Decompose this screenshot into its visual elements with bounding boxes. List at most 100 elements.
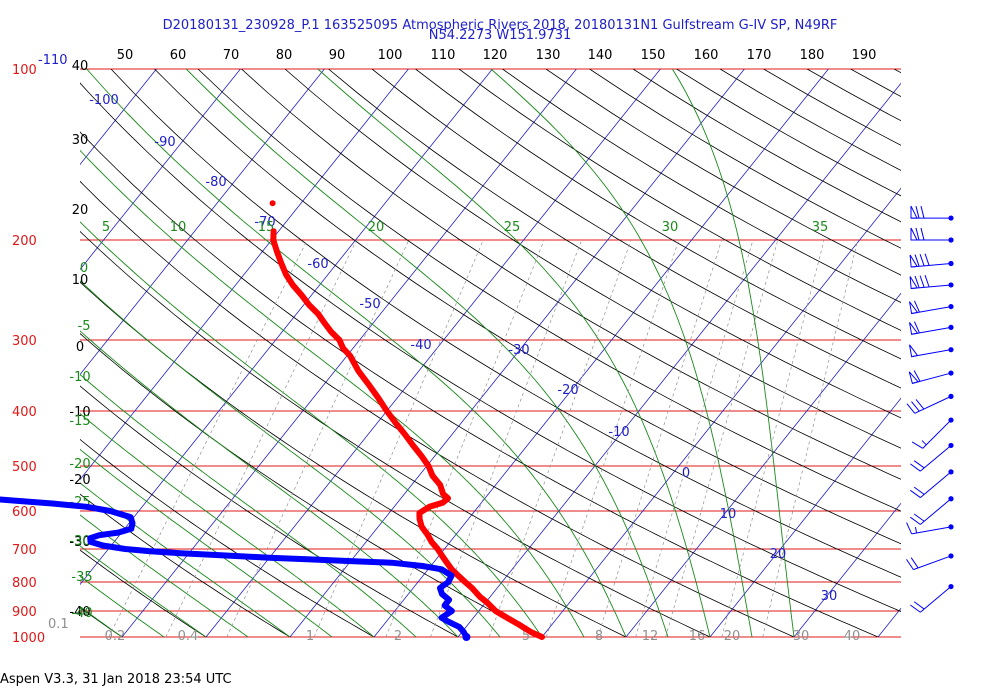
moist-adiabat-label: -15 <box>69 414 90 429</box>
mixing-ratio-line <box>721 239 825 637</box>
wind-barb-full <box>910 489 921 498</box>
wind-barb-staff <box>911 284 952 289</box>
chart-title: D20180131_230928_P.1 163525095 Atmospher… <box>163 18 838 33</box>
mixing-ratio-label: 1 <box>306 629 314 644</box>
moist-adiabat-line <box>80 280 501 637</box>
mixing-ratio-line <box>108 239 308 637</box>
dry-adiabat-line <box>241 69 901 480</box>
wind-barb-staff <box>911 306 952 315</box>
moist-adiabat-line <box>80 514 249 637</box>
pressure-label: 300 <box>12 334 37 349</box>
top-axis-label: 140 <box>588 48 613 63</box>
wind-barb <box>909 253 954 268</box>
top-axis-label: 80 <box>276 48 293 63</box>
pressure-label: 500 <box>12 460 37 475</box>
moist-adiabat-label: 30 <box>662 220 679 235</box>
top-axis-label: 50 <box>117 48 134 63</box>
moist-adiabat-line <box>80 221 543 637</box>
wind-barb-station <box>948 553 954 559</box>
wind-barb-full <box>910 604 921 613</box>
moist-adiabat-lines <box>80 69 795 637</box>
wind-barb-half <box>921 440 927 446</box>
wind-barb-full <box>913 486 925 495</box>
mixing-ratio-line <box>165 239 357 637</box>
top-axis-label: 70 <box>223 48 240 63</box>
moist-adiabat-line <box>86 69 627 637</box>
isotherm-line <box>373 69 829 637</box>
wind-barb-station <box>948 370 954 376</box>
footer-software: Aspen V3.3, 31 Jan 2018 23:54 UTC <box>0 672 232 687</box>
moist-adiabat-label: 5 <box>102 220 110 235</box>
wind-barb-staff <box>911 526 952 535</box>
moist-adiabat-line <box>80 448 333 637</box>
wind-barb-staff <box>922 419 952 449</box>
wind-barb-station <box>948 347 954 353</box>
moist-adiabat-line <box>80 413 375 637</box>
isotherm-line <box>541 187 901 637</box>
left-axis-label: 40 <box>72 59 89 74</box>
corner-isotherm-label: -110 <box>38 53 68 68</box>
wind-barb <box>910 227 954 243</box>
wind-barb <box>910 442 954 472</box>
wind-barb-staff <box>911 262 952 268</box>
wind-barb-staff <box>913 555 952 571</box>
dewpoint-trace <box>0 496 470 640</box>
mixing-ratio-lines <box>108 239 859 637</box>
top-axis-label: 130 <box>536 48 561 63</box>
moist-adiabat-line <box>80 545 207 637</box>
wind-barb-full <box>913 300 920 313</box>
wind-barb-full <box>914 254 920 267</box>
left-axis-label: 10 <box>72 273 89 288</box>
wind-barb <box>910 583 954 613</box>
wind-barb <box>909 275 954 289</box>
left-axis-label: 0 <box>76 340 84 355</box>
wind-barb-station <box>948 303 954 310</box>
chart-location: N54.2273 W151.9731 <box>429 28 572 43</box>
isotherm-line <box>80 69 241 271</box>
dry-adiabat-line <box>458 69 901 331</box>
isotherm-label: -90 <box>154 135 175 150</box>
wind-barb-full <box>910 463 921 472</box>
isotherm-line <box>625 292 901 637</box>
wind-barb-full <box>913 321 920 334</box>
wind-barb-station <box>948 237 954 243</box>
wind-barb-flag <box>909 344 919 358</box>
isotherm-label: -20 <box>557 383 578 398</box>
wind-barb <box>906 393 954 414</box>
wind-barb-flag <box>909 322 919 335</box>
wind-barb-full <box>913 513 925 522</box>
wind-barb-station <box>948 282 954 288</box>
isotherm-lines <box>80 69 901 637</box>
mixing-ratio-line <box>762 239 859 637</box>
isotherm-label: -10 <box>608 425 629 440</box>
wind-barb-full <box>920 205 925 219</box>
dry-adiabat-line <box>80 549 207 637</box>
wind-barb <box>910 469 954 498</box>
wind-barb-station <box>948 324 954 330</box>
top-axis-label: 160 <box>694 48 719 63</box>
dry-adiabat-line <box>763 69 901 146</box>
pressure-label: 800 <box>12 576 37 591</box>
wind-barb-station <box>948 442 954 449</box>
mixing-ratio-line <box>385 239 545 637</box>
dry-adiabat-line <box>154 69 901 545</box>
wind-barb <box>908 370 954 385</box>
wind-barbs <box>906 205 954 613</box>
top-axis-label: 150 <box>641 48 666 63</box>
wind-barb-station <box>948 524 954 530</box>
wind-barb-staff <box>911 326 952 335</box>
wind-barb-full <box>913 460 925 469</box>
isotherm-line <box>877 607 901 637</box>
wind-barb-full <box>911 401 920 412</box>
wind-barb-flag <box>909 254 918 268</box>
wind-barb <box>911 417 954 449</box>
isotherm-line <box>80 69 409 481</box>
dry-adiabat-line <box>80 82 901 612</box>
wind-barb-full <box>914 275 920 288</box>
mixing-ratio-label: 20 <box>724 629 741 644</box>
dry-adiabat-line <box>676 69 901 197</box>
top-axis-label: 110 <box>431 48 456 63</box>
wind-barb-full <box>915 399 925 410</box>
top-axis-label: 120 <box>483 48 508 63</box>
